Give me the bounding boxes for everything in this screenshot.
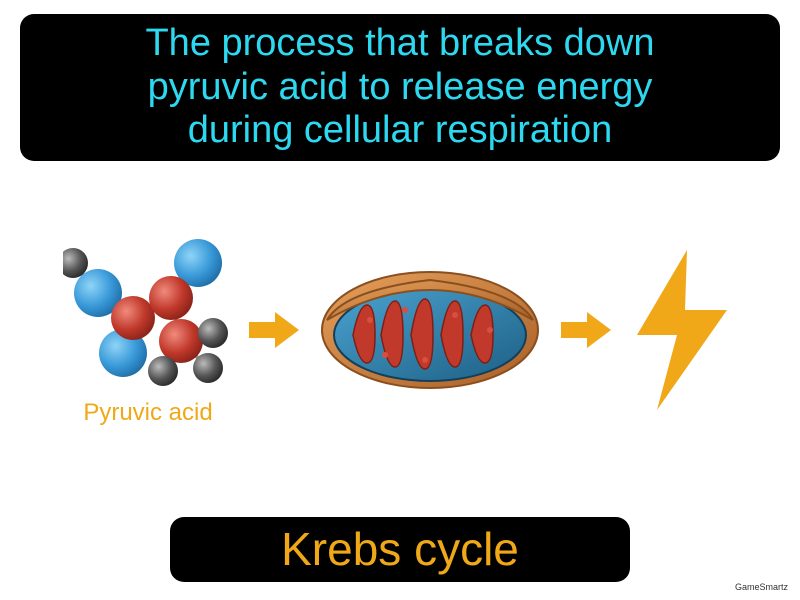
term-label: Krebs cycle — [190, 523, 610, 576]
atom-hydrogen — [193, 353, 223, 383]
pyruvic-acid-block: Pyruvic acid — [63, 233, 233, 427]
arrow-icon — [561, 310, 611, 350]
diagram-row: Pyruvic acid — [0, 200, 800, 460]
definition-line-3: during cellular respiration — [40, 109, 760, 153]
atom-hydrogen — [198, 318, 228, 348]
arrow-icon — [249, 310, 299, 350]
molecule-label: Pyruvic acid — [83, 399, 212, 427]
definition-line-2: pyruvic acid to release energy — [40, 66, 760, 110]
atom-carbon — [111, 296, 155, 340]
watermark: GameSmartz — [735, 582, 788, 592]
definition-line-1: The process that breaks down — [40, 22, 760, 66]
molecule-icon — [63, 233, 233, 393]
atom-carbon — [149, 276, 193, 320]
mitochondrion-icon — [315, 250, 545, 410]
term-banner: Krebs cycle — [170, 517, 630, 582]
definition-banner: The process that breaks down pyruvic aci… — [20, 14, 780, 161]
atom-hydrogen — [148, 356, 178, 386]
lightning-bolt-icon — [627, 250, 737, 410]
